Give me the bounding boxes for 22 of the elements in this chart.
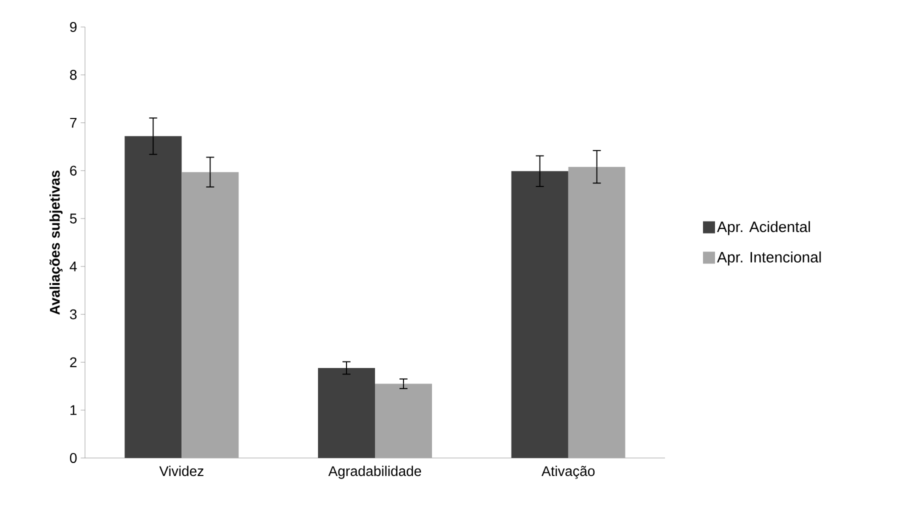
x-tick-label: Ativação xyxy=(542,466,595,479)
bar xyxy=(318,368,376,458)
y-tick-label: 5 xyxy=(70,214,77,224)
legend-label: Apr. Acidental xyxy=(717,221,810,236)
bar xyxy=(511,171,568,458)
y-tick-label: 8 xyxy=(70,70,77,80)
x-tick-label: Agradabilidade xyxy=(328,466,422,479)
y-tick-label: 9 xyxy=(70,22,77,32)
y-tick-label: 3 xyxy=(70,309,77,320)
bar xyxy=(375,384,432,458)
y-tick-label: 6 xyxy=(70,166,77,176)
y-axis-title: Avaliações subjetivas xyxy=(50,170,63,315)
bar xyxy=(124,136,182,458)
legend-label: Apr. Intencional xyxy=(717,252,821,266)
bar xyxy=(182,172,239,458)
y-tick-label: 1 xyxy=(70,405,77,415)
y-tick-label: 0 xyxy=(70,453,77,463)
y-tick-label: 2 xyxy=(70,357,77,368)
x-tick-label: Vividez xyxy=(159,466,204,476)
bar xyxy=(568,166,626,458)
y-tick-label: 7 xyxy=(70,118,77,128)
y-tick-label: 4 xyxy=(70,262,77,272)
